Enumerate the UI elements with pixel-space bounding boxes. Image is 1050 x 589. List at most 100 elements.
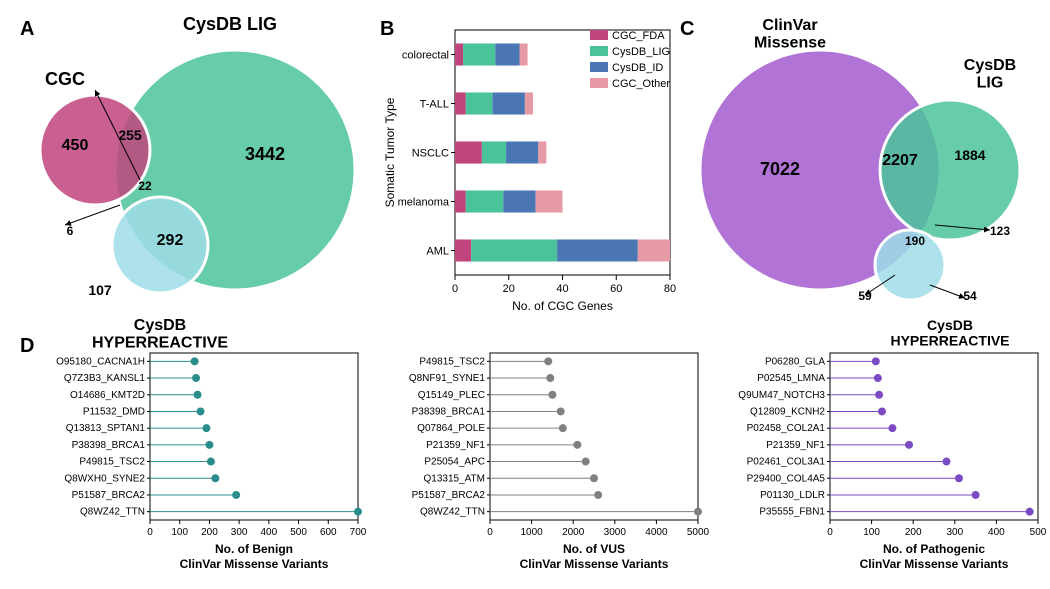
bar-b-cat: colorectal bbox=[402, 50, 449, 62]
lolli-label: O95180_CACNA1H bbox=[56, 356, 145, 367]
venn-a-val-bot_big: 292 bbox=[157, 232, 184, 249]
bar-b-cat: AML bbox=[426, 246, 449, 258]
lolli-marker bbox=[582, 458, 590, 466]
bar-b-seg bbox=[482, 141, 506, 163]
venn-c-val-big_bot: 59 bbox=[858, 289, 872, 303]
venn-c-title-r: CysDBLIG bbox=[964, 57, 1016, 92]
venn-c: 7022 2207 1884 123 190 59 54 ClinVarMissense Cys… bbox=[670, 10, 1050, 350]
bar-b-cat: melanoma bbox=[398, 197, 450, 209]
lolli-label: P29400_COL4A5 bbox=[747, 473, 826, 484]
lolli-marker bbox=[874, 374, 882, 382]
venn-a-left bbox=[40, 95, 150, 205]
lolli-label: P38398_BRCA1 bbox=[72, 440, 146, 451]
lolli-title2: ClinVar Missense Variants bbox=[520, 557, 669, 571]
venn-c-val-tri: 190 bbox=[905, 234, 925, 248]
lolli-marker bbox=[202, 424, 210, 432]
venn-c-val-right_bot: 123 bbox=[990, 224, 1010, 238]
lolli-xtick: 200 bbox=[201, 527, 218, 538]
lolli-xtick: 0 bbox=[827, 527, 833, 538]
venn-a-val-bot_only: 107 bbox=[88, 282, 112, 298]
venn-c-title-tl: ClinVarMissense bbox=[754, 17, 826, 52]
lolli-title1: No. of VUS bbox=[563, 542, 625, 556]
legend-label: CysDB_LIG bbox=[612, 46, 670, 58]
bar-b-ylabel: Somatic Tumor Type bbox=[383, 97, 397, 207]
lolli-xtick: 400 bbox=[988, 527, 1005, 538]
lolli-label: Q8WXH0_SYNE2 bbox=[64, 473, 145, 484]
lolli-label: Q7Z3B3_KANSL1 bbox=[64, 373, 146, 384]
venn-a-val-left_big: 255 bbox=[118, 127, 142, 143]
bar-b-seg bbox=[503, 190, 535, 212]
lolli-label: P25054_APC bbox=[424, 457, 485, 468]
lolli-marker bbox=[207, 458, 215, 466]
lolli-marker bbox=[573, 441, 581, 449]
venn-a-val-left_bot: 6 bbox=[67, 224, 74, 238]
bar-b-seg bbox=[463, 43, 495, 65]
lolli-label: Q13315_ATM bbox=[423, 473, 485, 484]
lolli-label: Q8NF91_SYNE1 bbox=[409, 373, 486, 384]
lolli-marker bbox=[354, 508, 362, 516]
lolli-label: P21359_NF1 bbox=[426, 440, 485, 451]
lolli-xtick: 500 bbox=[290, 527, 307, 538]
bar-b-xtick: 20 bbox=[503, 283, 515, 295]
lolli-xtick: 300 bbox=[946, 527, 963, 538]
legend-swatch bbox=[590, 30, 608, 40]
venn-c-title-b: CysDBHYPERREACTIVE bbox=[890, 317, 1009, 348]
lolli-xtick: 700 bbox=[350, 527, 367, 538]
lolli-marker bbox=[878, 407, 886, 415]
lolli-label: P06280_GLA bbox=[765, 356, 825, 367]
bar-b: 020406080No. of CGC GenesSomatic Tumor T… bbox=[380, 20, 680, 320]
bar-b-seg bbox=[455, 190, 466, 212]
lolli-label: P02461_COL3A1 bbox=[747, 457, 826, 468]
legend-swatch bbox=[590, 46, 608, 56]
lolli-label: P02545_LMNA bbox=[757, 373, 825, 384]
venn-c-val-big_only: 7022 bbox=[760, 159, 800, 179]
lolli-xtick: 4000 bbox=[645, 527, 668, 538]
figure-stage: ABCD3442450255292107226CysDB LIGCGCCysDB… bbox=[0, 0, 1050, 589]
lolli-title1: No. of Benign bbox=[215, 542, 293, 556]
lolli-xtick: 300 bbox=[231, 527, 248, 538]
lolli-marker bbox=[875, 391, 883, 399]
venn-a-arrow bbox=[65, 205, 120, 225]
lolli-xtick: 2000 bbox=[562, 527, 585, 538]
lolli-xtick: 200 bbox=[905, 527, 922, 538]
venn-a-val-left_only: 450 bbox=[62, 137, 89, 154]
bar-b-seg bbox=[557, 239, 638, 261]
lolli-marker bbox=[557, 407, 565, 415]
lolli-label: Q8WZ42_TTN bbox=[420, 507, 485, 518]
venn-c-val-overlap: 2207 bbox=[882, 152, 918, 169]
bar-b-seg bbox=[455, 43, 463, 65]
legend-swatch bbox=[590, 62, 608, 72]
venn-a-title-top: CysDB LIG bbox=[183, 14, 277, 34]
lolli-xtick: 400 bbox=[261, 527, 278, 538]
lollipop-1: 010002000300040005000P49815_TSC2Q8NF91_S… bbox=[380, 345, 710, 575]
lolli-label: O14686_KMT2D bbox=[70, 390, 145, 401]
lolli-marker bbox=[197, 407, 205, 415]
lolli-xtick: 500 bbox=[1030, 527, 1047, 538]
lolli-marker bbox=[594, 491, 602, 499]
lolli-marker bbox=[694, 508, 702, 516]
venn-a: 3442450255292107226CysDB LIGCGCCysDBHYPE… bbox=[10, 10, 380, 350]
lolli-marker bbox=[546, 374, 554, 382]
lolli-marker bbox=[191, 357, 199, 365]
bar-b-seg bbox=[638, 239, 670, 261]
lolli-title1: No. of Pathogenic bbox=[883, 542, 985, 556]
bar-b-seg bbox=[493, 92, 525, 114]
bar-b-seg bbox=[466, 92, 493, 114]
lolli-label: Q13813_SPTAN1 bbox=[66, 423, 146, 434]
lolli-marker bbox=[194, 391, 202, 399]
lolli-label: P35555_FBN1 bbox=[759, 507, 825, 518]
lolli-xtick: 3000 bbox=[604, 527, 627, 538]
venn-c-val-bot_only: 54 bbox=[963, 289, 977, 303]
bar-b-seg bbox=[538, 141, 546, 163]
venn-c-val-right_only: 1884 bbox=[954, 147, 985, 163]
lolli-marker bbox=[559, 424, 567, 432]
bar-b-xtick: 0 bbox=[452, 283, 458, 295]
lollipop-2: 0100200300400500P06280_GLAP02545_LMNAQ9U… bbox=[720, 345, 1050, 575]
lolli-label: P01130_LDLR bbox=[760, 490, 825, 501]
bar-b-seg bbox=[455, 141, 482, 163]
lolli-marker bbox=[544, 357, 552, 365]
lolli-xtick: 0 bbox=[147, 527, 153, 538]
venn-c-right bbox=[880, 100, 1020, 240]
lolli-label: P11532_DMD bbox=[83, 406, 145, 417]
bar-b-seg bbox=[455, 92, 466, 114]
